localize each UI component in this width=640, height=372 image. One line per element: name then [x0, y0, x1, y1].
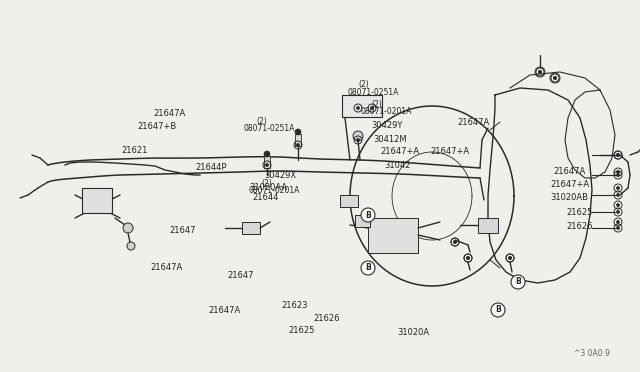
- Circle shape: [616, 186, 620, 189]
- Text: 08071-0251A: 08071-0251A: [348, 88, 399, 97]
- Text: 21647: 21647: [170, 226, 196, 235]
- Circle shape: [467, 257, 470, 260]
- Circle shape: [491, 303, 505, 317]
- Circle shape: [454, 241, 456, 244]
- Circle shape: [123, 223, 133, 233]
- Text: 30429Y: 30429Y: [371, 121, 403, 130]
- Text: 21647A: 21647A: [554, 167, 586, 176]
- Text: 08071-0201A: 08071-0201A: [360, 107, 412, 116]
- Text: B: B: [515, 278, 521, 286]
- Text: 21625: 21625: [288, 326, 314, 335]
- Text: (2): (2): [261, 179, 272, 187]
- Text: 21623: 21623: [282, 301, 308, 310]
- Circle shape: [511, 275, 525, 289]
- Circle shape: [356, 106, 360, 109]
- Text: 30412M: 30412M: [373, 135, 407, 144]
- Circle shape: [616, 227, 620, 230]
- Bar: [342, 95, 382, 117]
- Text: 21644: 21644: [253, 193, 279, 202]
- Circle shape: [454, 241, 456, 244]
- Text: 31042: 31042: [384, 161, 410, 170]
- Text: 21621: 21621: [122, 146, 148, 155]
- Text: 21647A: 21647A: [150, 263, 182, 272]
- Text: 21626: 21626: [566, 222, 593, 231]
- Text: ^3 0A0 9: ^3 0A0 9: [574, 349, 610, 358]
- Circle shape: [264, 151, 270, 157]
- Bar: [340, 195, 358, 207]
- Circle shape: [467, 257, 470, 260]
- Circle shape: [356, 138, 360, 141]
- Circle shape: [616, 154, 620, 157]
- Circle shape: [554, 77, 557, 80]
- Text: 31020A: 31020A: [397, 328, 429, 337]
- Circle shape: [361, 208, 375, 222]
- Text: 08071-0251A: 08071-0251A: [243, 124, 294, 133]
- Bar: [242, 222, 260, 234]
- Circle shape: [127, 242, 135, 250]
- Circle shape: [616, 173, 620, 176]
- Text: 21647: 21647: [227, 271, 253, 280]
- Bar: [295, 134, 301, 146]
- Text: (2): (2): [358, 80, 369, 89]
- Circle shape: [554, 77, 557, 80]
- Text: B: B: [495, 305, 501, 314]
- Text: B: B: [365, 263, 371, 273]
- Circle shape: [296, 144, 300, 147]
- Text: 21647+A: 21647+A: [431, 147, 470, 156]
- Circle shape: [509, 257, 511, 260]
- Bar: [478, 218, 498, 233]
- Circle shape: [616, 211, 620, 214]
- Text: B: B: [365, 211, 371, 219]
- Text: (2): (2): [256, 117, 267, 126]
- Circle shape: [371, 106, 374, 109]
- Bar: [264, 156, 270, 168]
- Text: (2): (2): [371, 100, 382, 109]
- Circle shape: [538, 71, 541, 74]
- Text: 21647+A: 21647+A: [550, 180, 589, 189]
- Text: 21647+B: 21647+B: [138, 122, 177, 131]
- Circle shape: [509, 257, 511, 260]
- Text: 30429X: 30429X: [264, 171, 296, 180]
- Circle shape: [295, 129, 301, 135]
- Circle shape: [266, 164, 269, 167]
- Circle shape: [361, 261, 375, 275]
- Text: 21644P: 21644P: [195, 163, 227, 172]
- Text: 08071-0201A: 08071-0201A: [248, 186, 300, 195]
- Text: 21647A: 21647A: [154, 109, 186, 118]
- Bar: [368, 218, 418, 253]
- Bar: [82, 188, 112, 213]
- Text: 21626: 21626: [314, 314, 340, 323]
- Circle shape: [538, 71, 541, 74]
- Text: 21647+A: 21647+A: [381, 147, 420, 156]
- Text: 31020AB: 31020AB: [550, 193, 588, 202]
- Circle shape: [353, 131, 363, 141]
- Bar: [355, 215, 370, 227]
- Text: 21625: 21625: [566, 208, 593, 217]
- Circle shape: [616, 203, 620, 206]
- Circle shape: [616, 154, 620, 157]
- Text: 21647A: 21647A: [208, 306, 240, 315]
- Circle shape: [616, 221, 620, 224]
- Circle shape: [616, 193, 620, 196]
- Text: 31020AA: 31020AA: [250, 183, 288, 192]
- Circle shape: [616, 170, 620, 173]
- Text: 21647A: 21647A: [458, 118, 490, 126]
